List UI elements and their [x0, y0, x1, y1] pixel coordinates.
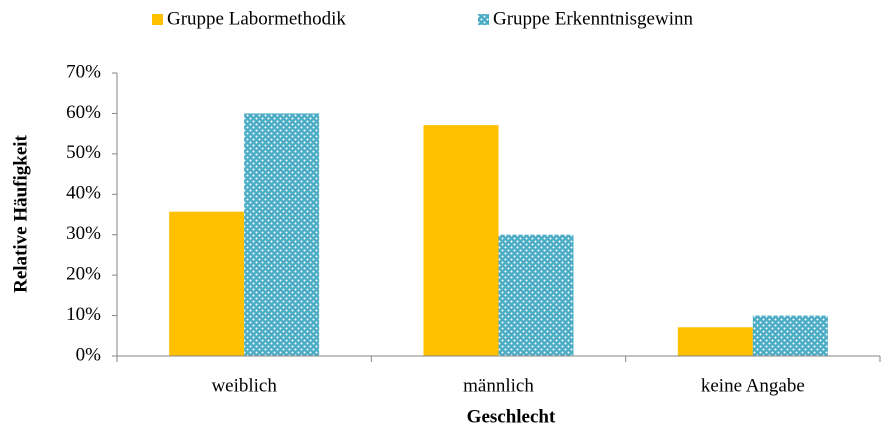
bar — [752, 315, 828, 356]
bar — [498, 234, 574, 356]
legend-swatch — [152, 14, 163, 25]
y-tick-label: 30% — [66, 223, 101, 244]
y-axis-title: Relative Häufigkeit — [10, 134, 31, 292]
x-tick-label: männlich — [463, 375, 534, 396]
y-tick-label: 40% — [66, 183, 101, 204]
x-tick-label: keine Angabe — [701, 375, 805, 396]
bar — [169, 211, 245, 356]
bar — [423, 125, 499, 356]
bar — [677, 327, 753, 356]
y-tick-label: 70% — [66, 61, 101, 82]
y-tick-label: 20% — [66, 264, 101, 285]
legend-label: Gruppe Erkenntnisgewinn — [493, 8, 693, 29]
x-tick-label: weiblich — [211, 375, 277, 396]
y-tick-label: 60% — [66, 102, 101, 123]
x-axis-title: Geschlecht — [467, 406, 556, 427]
y-tick-label: 0% — [76, 344, 102, 365]
y-tick-label: 10% — [66, 304, 101, 325]
legend-swatch — [478, 14, 489, 25]
y-tick-label: 50% — [66, 142, 101, 163]
bar — [244, 113, 320, 356]
legend-label: Gruppe Labormethodik — [167, 8, 346, 29]
